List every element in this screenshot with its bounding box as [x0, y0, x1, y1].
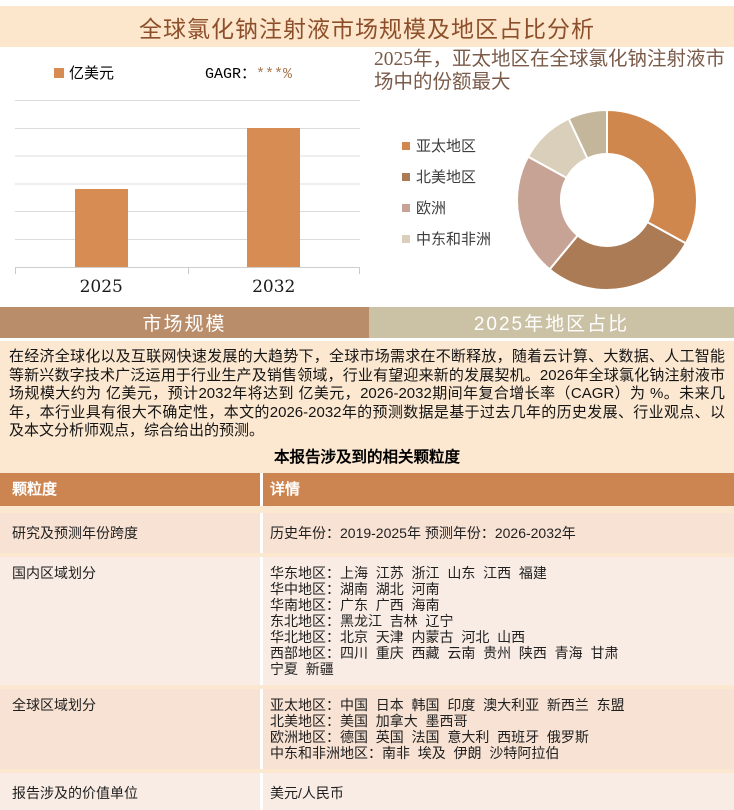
cagr-label: GAGR：***% — [205, 62, 292, 83]
x-axis-tick — [15, 268, 16, 274]
legend-label: 北美地区 — [416, 169, 477, 186]
legend-label: 中东和非洲 — [416, 231, 492, 248]
bar-plot-area — [15, 100, 361, 274]
table-header-detail: 详情 — [260, 472, 734, 506]
legend-item-europe: 欧洲 — [402, 199, 494, 218]
detail-line: 西部地区：四川 重庆 西藏 云南 贵州 陕西 青海 甘肃 — [270, 644, 619, 661]
legend-color-swatch — [402, 173, 410, 181]
tab-label: 2025年地区占比 — [473, 314, 630, 335]
row-detail: 亚太地区：中国 日本 韩国 印度 澳大利亚 新西兰 东盟 北美地区：美国 加拿大 … — [260, 688, 734, 769]
bar-2032 — [247, 127, 301, 267]
table-header-row: 颗粒度 详情 — [0, 472, 734, 506]
detail-line: 华南地区：广东 广西 海南 — [270, 596, 440, 613]
section-tab-bar: 市场规模 2025年地区占比 — [0, 307, 734, 338]
x-axis-tick — [359, 268, 360, 274]
legend-item-north-america: 北美地区 — [402, 168, 494, 187]
bar-chart-legend: 亿美元 — [54, 62, 114, 83]
market-summary-paragraph: 在经济全球化以及互联网快速发展的大趋势下，全球市场需求在不断释放，随着云计算、大… — [9, 348, 725, 440]
granularity-table-title: 本报告涉及到的相关颗粒度 — [273, 448, 460, 466]
table-row: 报告涉及的价值单位 美元/人民币 — [0, 772, 734, 810]
report-content-section: 在经济全球化以及互联网快速发展的大趋势下，全球市场需求在不断释放，随着云计算、大… — [0, 341, 734, 810]
legend-color-swatch — [402, 204, 410, 212]
donut-legend: 亚太地区 北美地区 欧洲 中东和非洲 — [402, 137, 494, 261]
table-row: 国内区域划分 华东地区：上海 江苏 浙江 山东 江西 福建 华中地区：湖南 湖北 河… — [0, 556, 734, 685]
detail-line: 华东地区：上海 江苏 浙江 山东 江西 福建 — [270, 564, 547, 581]
row-label: 国内区域划分 — [0, 556, 260, 685]
bar-x-axis-labels: 2025 2032 — [15, 277, 360, 297]
detail-line: 中东和非洲地区：南非 埃及 伊朗 沙特阿拉伯 — [270, 744, 560, 761]
detail-line: 华中地区：湖南 湖北 河南 — [270, 580, 440, 597]
detail-line: 华北地区：北京 天津 内蒙古 河北 山西 — [270, 628, 526, 645]
legend-item-asia-pacific: 亚太地区 — [402, 137, 494, 156]
row-label: 全球区域划分 — [0, 688, 260, 769]
x-axis-tick — [187, 268, 189, 274]
table-body: 研究及预测年份跨度 历史年份：2019-2025年 预测年份：2026-2032年… — [0, 512, 734, 810]
tab-label: 市场规模 — [142, 314, 227, 335]
bar-2025 — [74, 189, 128, 267]
donut-chart — [516, 108, 698, 291]
detail-line: 历史年份：2019-2025年 预测年份：2026-2032年 — [270, 524, 576, 541]
tab-market-size[interactable]: 市场规模 — [0, 307, 369, 338]
region-share-donut-panel: 2025年，亚太地区在全球氯化钠注射液市场中的份额最大 亚太地区 北美地区 欧洲… — [368, 47, 734, 307]
detail-line: 东北地区：黑龙江 吉林 辽宁 — [270, 612, 454, 629]
legend-label: 亚太地区 — [416, 138, 477, 155]
bar-cell-2025 — [15, 100, 188, 267]
granularity-table: 颗粒度 详情 研究及预测年份跨度 历史年份：2019-2025年 预测年份：202… — [0, 472, 734, 810]
detail-line: 宁夏 新疆 — [270, 660, 334, 677]
row-detail: 华东地区：上海 江苏 浙江 山东 江西 福建 华中地区：湖南 湖北 河南 华南地区：… — [260, 556, 734, 685]
cagr-prefix: GAGR： — [205, 66, 257, 83]
table-row: 研究及预测年份跨度 历史年份：2019-2025年 预测年份：2026-2032年 — [0, 512, 734, 553]
unit-color-swatch — [54, 67, 64, 78]
page-title: 全球氯化钠注射液市场规模及地区占比分析 — [139, 16, 595, 42]
donut-slice-unnamed-4 — [567, 108, 608, 160]
detail-line: 北美地区：美国 加拿大 墨西哥 — [270, 712, 468, 729]
x-label-2025: 2025 — [79, 277, 123, 297]
cagr-masked-value: ***% — [256, 66, 293, 83]
x-label-2032: 2032 — [252, 277, 296, 297]
legend-label: 欧洲 — [416, 200, 447, 217]
tab-region-share-2025[interactable]: 2025年地区占比 — [369, 307, 734, 338]
table-header-granularity: 颗粒度 — [0, 472, 260, 506]
row-label: 报告涉及的价值单位 — [0, 772, 260, 810]
market-size-bar-chart: 亿美元 GAGR：***% 2025 2032 — [0, 47, 368, 307]
bar-cell-2032 — [188, 100, 361, 267]
row-detail: 美元/人民币 — [260, 772, 734, 810]
legend-color-swatch — [402, 235, 410, 243]
legend-item-mea: 中东和非洲 — [402, 230, 494, 249]
detail-line: 亚太地区：中国 日本 韩国 印度 澳大利亚 新西兰 东盟 — [270, 696, 625, 713]
row-label: 研究及预测年份跨度 — [0, 512, 260, 553]
detail-line: 美元/人民币 — [270, 784, 344, 801]
unit-legend-label: 亿美元 — [69, 65, 115, 82]
donut-heading: 2025年，亚太地区在全球氯化钠注射液市场中的份额最大 — [374, 49, 726, 93]
row-detail: 历史年份：2019-2025年 预测年份：2026-2032年 — [260, 512, 734, 553]
title-bar: 全球氯化钠注射液市场规模及地区占比分析 — [0, 6, 734, 47]
legend-color-swatch — [402, 142, 410, 150]
donut-slice-北美地区 — [548, 220, 688, 291]
detail-line: 欧洲地区：德国 英国 法国 意大利 西班牙 俄罗斯 — [270, 728, 589, 745]
donut-slice-亚太地区 — [606, 108, 698, 245]
table-row: 全球区域划分 亚太地区：中国 日本 韩国 印度 澳大利亚 新西兰 东盟 北美地区：美… — [0, 688, 734, 769]
